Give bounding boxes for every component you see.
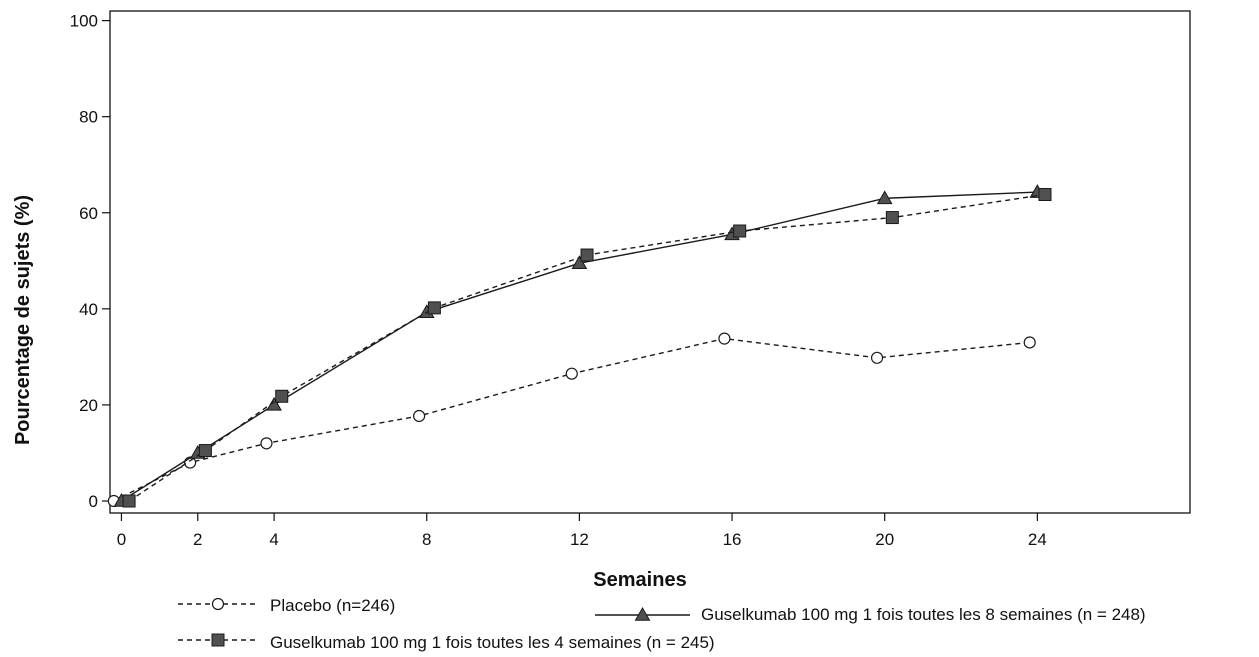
data-point (260, 437, 273, 450)
y-tick-label: 80 (79, 108, 98, 127)
x-tick-label: 12 (570, 530, 589, 549)
series-layer (107, 184, 1052, 508)
legend-label: Guselkumab 100 mg 1 fois toutes les 4 se… (270, 633, 715, 652)
data-point (413, 409, 426, 423)
x-tick-label: 4 (269, 530, 278, 549)
legend-item: Placebo (n=246) (178, 596, 395, 615)
data-point (580, 248, 594, 262)
x-tick-label: 24 (1028, 530, 1047, 549)
data-point (427, 301, 441, 315)
y-axis-title: Pourcentage de sujets (%) (12, 195, 34, 445)
series-line (113, 337, 1030, 502)
data-point (275, 389, 289, 403)
data-point (184, 456, 197, 469)
legend-item: Guselkumab 100 mg 1 fois toutes les 8 se… (595, 605, 1146, 624)
y-tick-label: 40 (79, 300, 98, 319)
data-point (870, 351, 884, 364)
data-point (1023, 336, 1036, 349)
data-point (122, 494, 136, 508)
x-axis-title: Semaines (593, 569, 686, 591)
x-tick-label: 0 (117, 530, 126, 549)
data-point (198, 444, 212, 458)
y-tick-label: 60 (79, 204, 98, 223)
x-tick-label: 20 (875, 530, 894, 549)
legend-marker (211, 597, 225, 611)
data-point (565, 367, 578, 380)
series-2 (113, 184, 1046, 507)
y-tick-label: 0 (89, 492, 98, 511)
legend: Placebo (n=246) Guselkumab 100 mg 1 fois … (178, 596, 1146, 652)
x-tick-label: 2 (193, 530, 202, 549)
legend-marker (634, 606, 651, 621)
legend-label: Guselkumab 100 mg 1 fois toutes les 8 se… (701, 605, 1146, 624)
data-point (876, 190, 893, 205)
legend-marker (211, 633, 225, 647)
x-tick-label: 16 (723, 530, 742, 549)
y-tick-label: 100 (70, 12, 98, 31)
series-1 (107, 332, 1036, 508)
data-point (1038, 188, 1052, 202)
y-axis: 0 20 40 60 80 100 (70, 12, 110, 511)
y-tick-label: 20 (79, 396, 98, 415)
series-line (121, 191, 1038, 502)
plot-area (109, 10, 1191, 514)
data-point (718, 332, 731, 345)
legend-item: Guselkumab 100 mg 1 fois toutes les 4 se… (178, 633, 715, 652)
legend-label: Placebo (n=246) (270, 596, 395, 615)
series-line (128, 193, 1046, 502)
x-tick-label: 8 (422, 530, 431, 549)
data-point (885, 211, 899, 225)
series-3 (122, 188, 1052, 508)
x-axis: 0 2 4 8 12 16 20 24 (117, 513, 1047, 549)
data-point (571, 255, 588, 269)
data-point (733, 224, 747, 238)
